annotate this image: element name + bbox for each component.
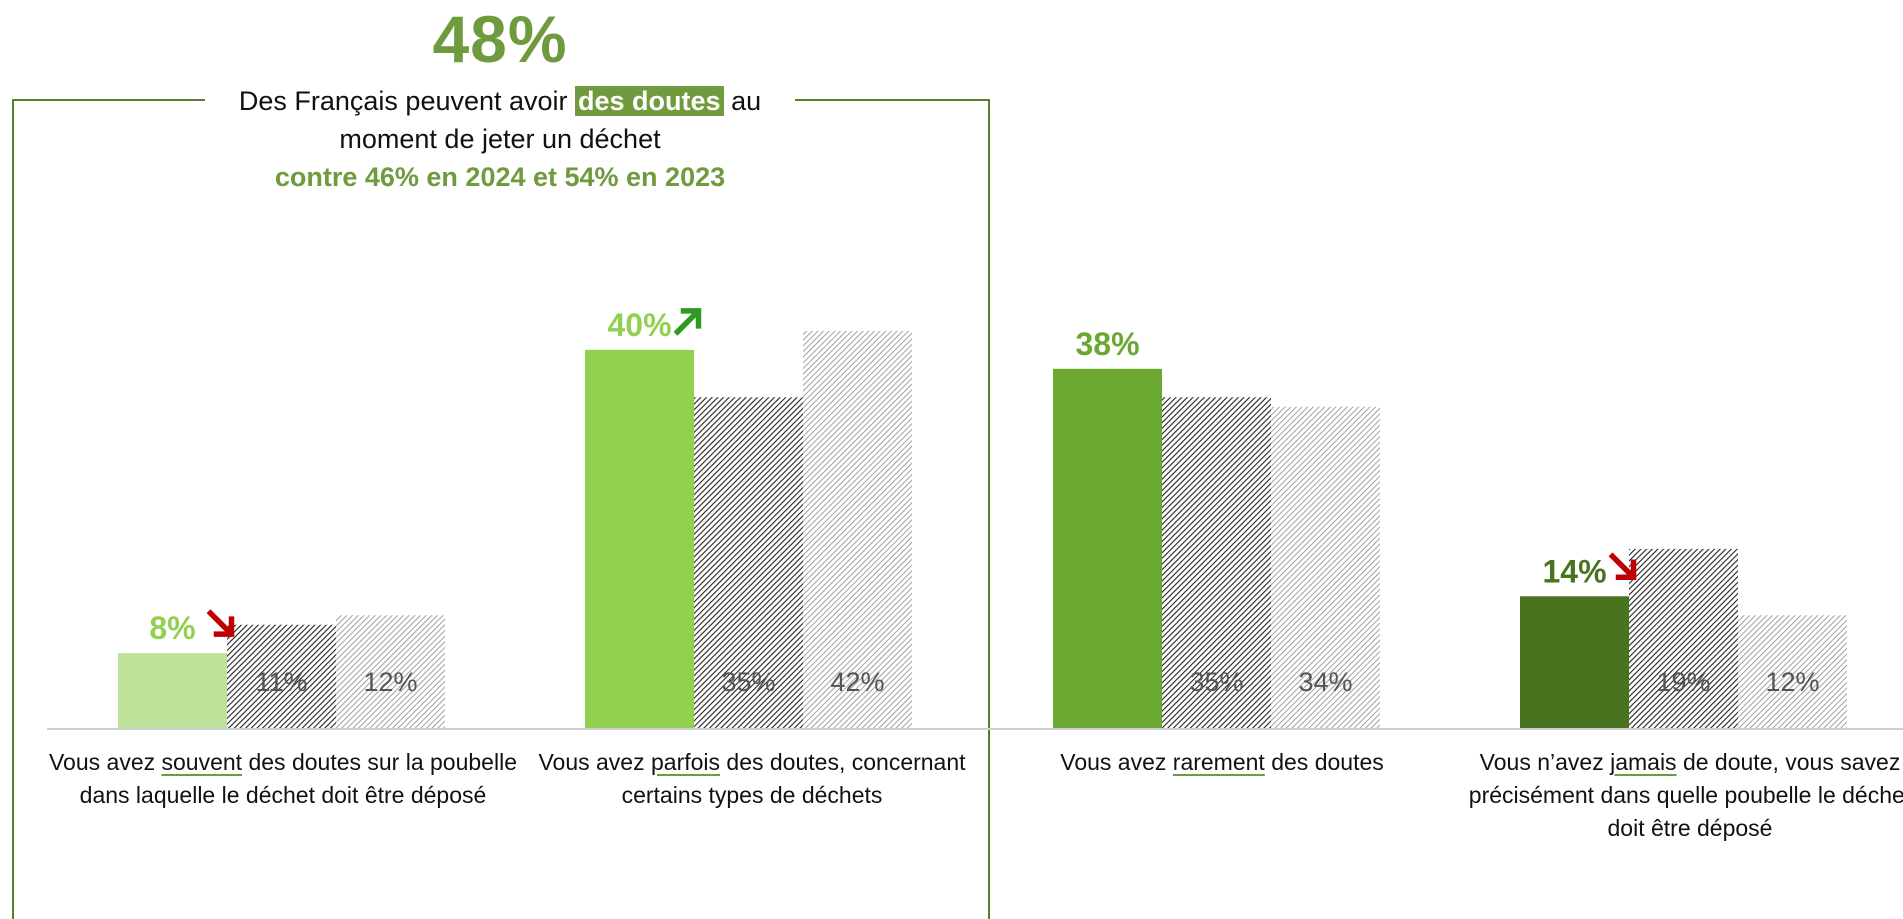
bar-s1-c2 [585,350,694,729]
category-label-2: Vous avez parfois des doutes, concernant… [517,746,987,812]
data-label-s1-c1: 8% [149,610,195,646]
category-keyword: souvent [162,749,243,775]
data-label-s3-c3: 34% [1298,667,1352,697]
category-text: Vous avez [538,749,651,775]
bar-s1-c3 [1053,369,1162,729]
data-label-s1-c2: 40% [607,307,671,343]
category-text: Vous avez [49,749,162,775]
category-label-3: Vous avez rarement des doutes [987,746,1457,779]
data-label-s1-c4: 14% [1542,553,1606,589]
trend-down-icon [211,613,232,634]
category-label-4: Vous n’avez jamais de doute, vous savez … [1455,746,1903,845]
trend-up-icon [678,311,699,332]
data-label-s3-c1: 12% [363,667,417,697]
data-label-s2-c2: 35% [721,667,775,697]
category-text: des doutes [1265,749,1384,775]
data-label-s3-c2: 42% [830,667,884,697]
category-keyword: parfois [651,749,720,775]
category-text: Vous n’avez [1480,749,1610,775]
bar-s2-c4 [1629,549,1738,729]
bar-s1-c1 [118,653,227,729]
data-label-s3-c4: 12% [1765,667,1819,697]
category-text: Vous avez [1060,749,1173,775]
data-label-s2-c4: 19% [1656,667,1710,697]
data-label-s2-c1: 11% [255,667,307,697]
category-label-1: Vous avez souvent des doutes sur la poub… [48,746,518,812]
bar-s1-c4 [1520,596,1629,729]
category-keyword: rarement [1173,749,1265,775]
data-label-s2-c3: 35% [1189,667,1243,697]
category-keyword: jamais [1610,749,1676,775]
data-label-s1-c3: 38% [1075,326,1139,362]
